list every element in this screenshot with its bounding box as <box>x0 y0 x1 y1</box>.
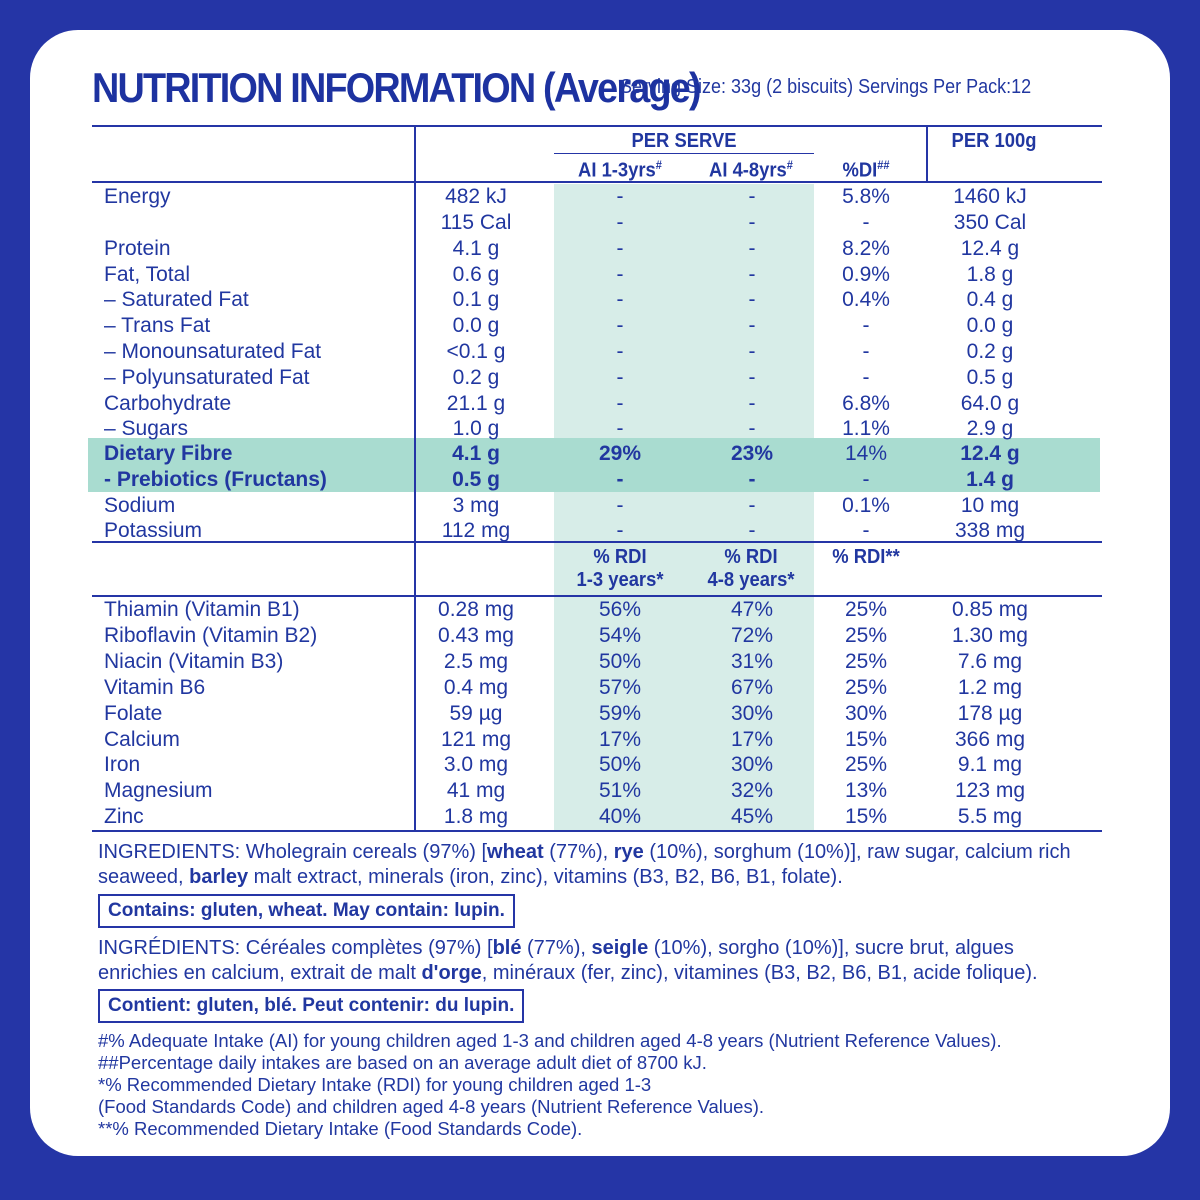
col-divider-right <box>926 125 928 183</box>
per-serve-header: PER SERVE <box>631 130 737 152</box>
table-row: Iron 3.0 mg 50% 30% 25% 9.1 mg <box>104 753 1023 776</box>
footnote: *% Recommended Dietary Intake (RDI) for … <box>98 1074 652 1095</box>
page-title: NUTRITION INFORMATION (Average) <box>92 64 702 111</box>
table-row: Carbohydrate 21.1 g - -6.8% 64.0 g <box>104 392 1020 415</box>
table-bottom-rule <box>92 830 1102 832</box>
table-row: – Saturated Fat 0.1 g - -0.4% 0.4 g <box>104 288 1014 311</box>
table-row: Folate 59 µg 59% 30% 30% 178 µg <box>104 702 1023 725</box>
rdi-1-3-header: % RDI 1-3 years* <box>576 546 664 591</box>
per-100g-header: PER 100g <box>951 130 1037 152</box>
header-bottom-rule <box>92 181 1102 183</box>
vitamin-header-rule <box>92 595 1102 597</box>
di-header: %DI## <box>842 158 890 182</box>
allergen-box-en: Contains: gluten, wheat. May contain: lu… <box>98 894 515 928</box>
ingredients-en: INGREDIENTS: Wholegrain cereals (97%) [w… <box>98 841 1071 888</box>
table-row: Zinc 1.8 mg 40% 45% 15% 5.5 mg <box>104 805 1023 828</box>
col-divider-left <box>414 125 416 832</box>
footnote: **% Recommended Dietary Intake (Food Sta… <box>98 1118 583 1139</box>
table-row: – Polyunsaturated Fat 0.2 g - - -0.5 g <box>104 366 1014 389</box>
table-row: Fat, Total 0.6 g - -0.9% 1.8 g <box>104 263 1014 286</box>
footnote: ##Percentage daily intakes are based on … <box>98 1052 707 1073</box>
footnote: #% Adequate Intake (AI) for young childr… <box>98 1030 1002 1051</box>
table-row: Calcium 121 mg 17% 17% 15% 366 mg <box>104 728 1026 751</box>
table-row: - Prebiotics (Fructans) 0.5 g - - -1.4 g <box>104 468 1014 491</box>
ai-column-shade <box>554 184 814 830</box>
table-row: Sodium 3 mg - -0.1% 10 mg <box>104 494 1020 517</box>
table-row: Protein 4.1 g - -8.2% 12.4 g <box>104 237 1020 260</box>
serving-info: Serving Size: 33g (2 biscuits) Servings … <box>620 76 1032 98</box>
table-row: Niacin (Vitamin B3) 2.5 mg 50% 31% 25% 7.6 mg <box>104 650 1023 673</box>
table-row: Vitamin B6 0.4 mg 57% 67% 25% 1.2 mg <box>104 676 1023 699</box>
nutrition-panel: NUTRITION INFORMATION (Average) Serving … <box>30 30 1170 1156</box>
ai-4-8-header: AI 4-8yrs# <box>709 158 793 182</box>
rdi-4-8-header: % RDI 4-8 years* <box>707 546 795 591</box>
footnotes: #% Adequate Intake (AI) for young childr… <box>98 1030 1002 1140</box>
table-row: – Sugars 1.0 g - -1.1% 2.9 g <box>104 417 1014 440</box>
table-row: Magnesium 41 mg 51% 32% 13% 123 mg <box>104 779 1026 802</box>
table-row: Thiamin (Vitamin B1) 0.28 mg 56% 47% 25% 0.85… <box>104 598 1028 621</box>
table-row: – Monounsaturated Fat <0.1 g - - -0.2 g <box>104 340 1014 363</box>
mineral-header-rule <box>92 541 1102 543</box>
ai-divider-rule <box>554 153 814 154</box>
allergen-box-fr: Contient: gluten, blé. Peut contenir: du… <box>98 989 525 1023</box>
table-top-rule <box>92 125 1102 127</box>
table-row: Dietary Fibre 4.1 g 29% 23% 14% 12.4 g <box>104 442 1020 465</box>
table-row: Riboflavin (Vitamin B2) 0.43 mg 54% 72% 25% 1… <box>104 624 1028 647</box>
table-row: – Trans Fat 0.0 g - - -0.0 g <box>104 314 1014 337</box>
fibre-highlight-band <box>88 438 1100 492</box>
ai-1-3-header: AI 1-3yrs# <box>578 158 662 182</box>
rdi-adult-header: % RDI** <box>832 546 900 568</box>
ingredients-fr: INGRÉDIENTS: Céréales complètes (97%) [b… <box>98 937 1038 984</box>
table-row: Energy 482 kJ - -5.8% 1460 kJ <box>104 185 1027 208</box>
table-row: Potassium 112 mg - - -338 mg <box>104 519 1026 542</box>
footnote: (Food Standards Code) and children aged … <box>98 1096 765 1117</box>
table-row: 115 Cal - - -350 Cal <box>440 211 1027 234</box>
